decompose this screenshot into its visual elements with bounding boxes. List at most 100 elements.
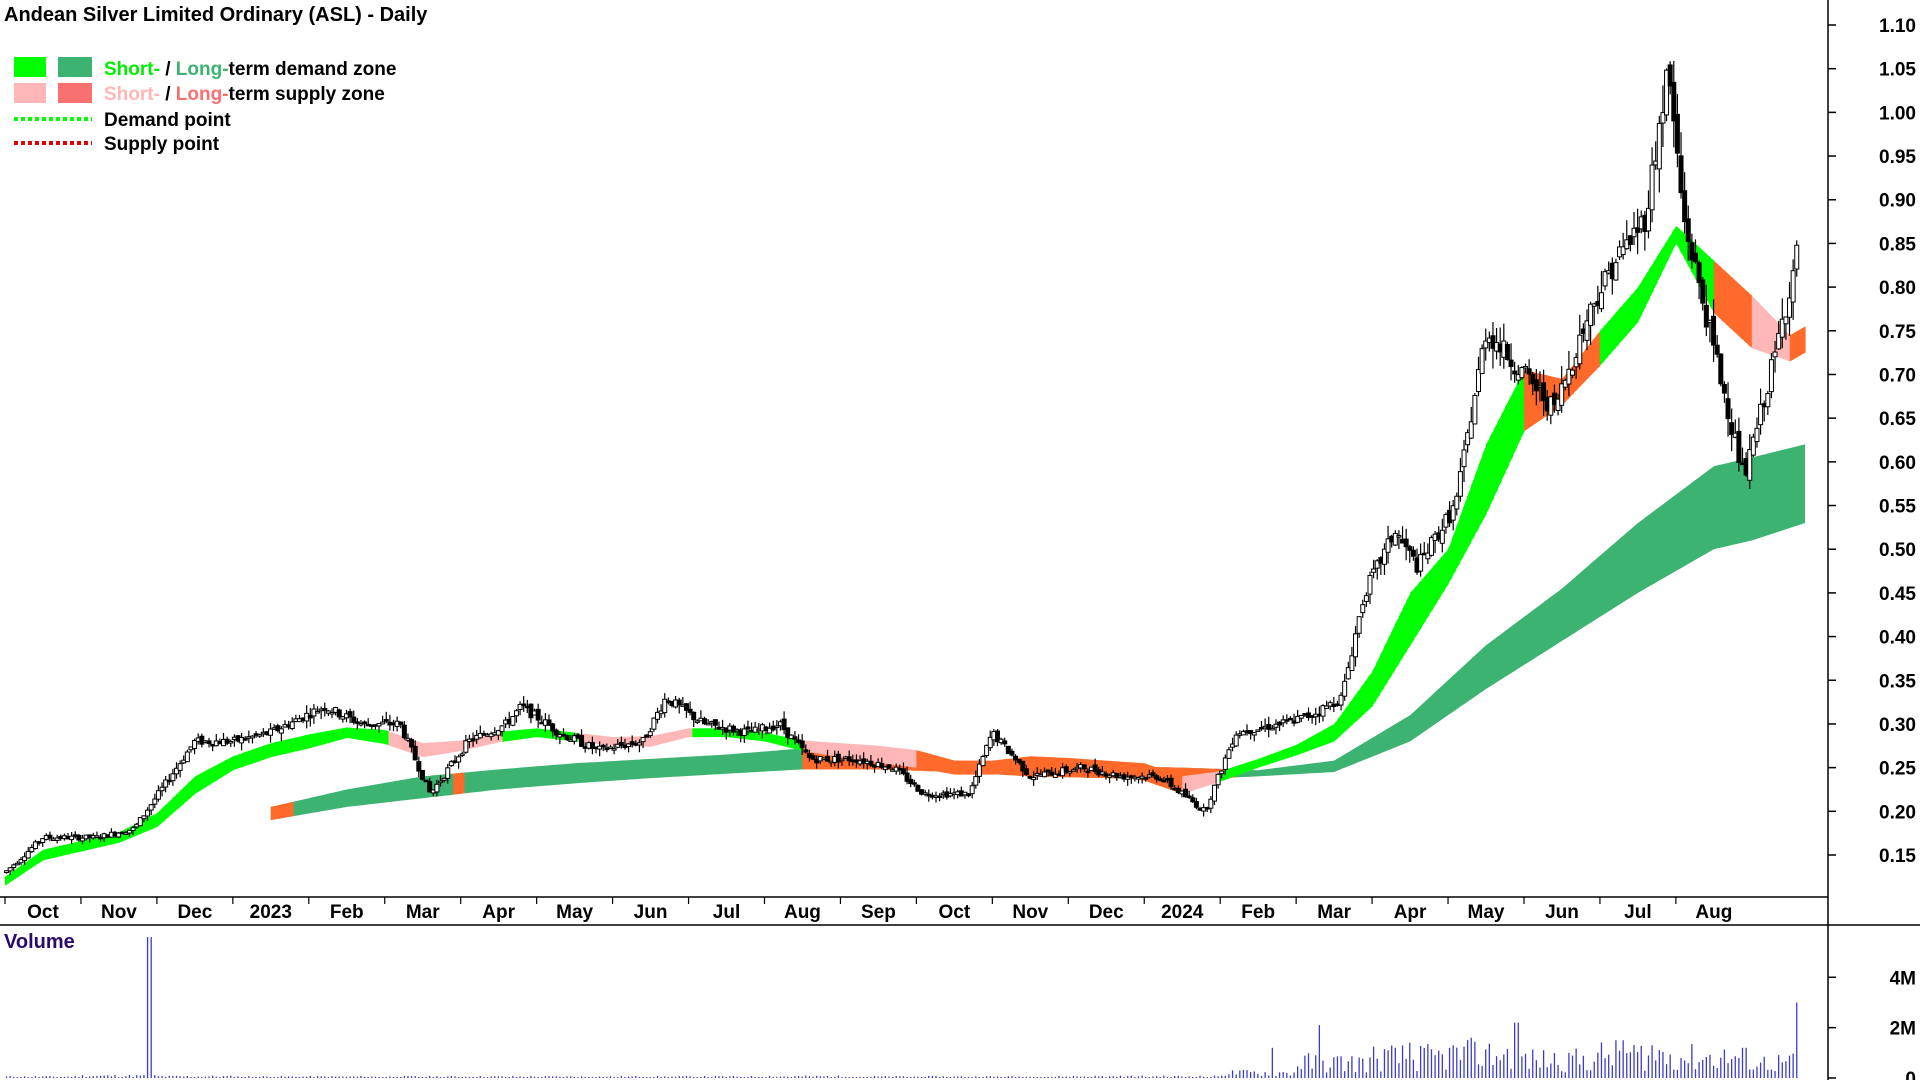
price-bar-body (1349, 655, 1355, 672)
x-tick-label: Jul (713, 902, 740, 923)
short-term-zone-segment (1793, 330, 1798, 360)
price-bar-body (1023, 768, 1029, 775)
price-bar-body (1020, 760, 1026, 772)
price-bar-body (980, 756, 986, 767)
short-term-zone-segment (536, 728, 541, 738)
volume-bars (5, 937, 1798, 1078)
price-bar-body (705, 722, 711, 726)
short-term-zone-segment (749, 730, 754, 741)
short-term-zone-segment (92, 837, 97, 849)
price-bar-body (629, 741, 635, 745)
legend-supply-point: Supply point (104, 134, 220, 155)
price-bar-body (69, 835, 75, 841)
short-term-zone-segment (677, 729, 682, 740)
x-tick-label: Aug (784, 902, 821, 923)
short-term-zone-segment (984, 760, 990, 775)
price-bar-body (1794, 244, 1800, 270)
price-bar-body (25, 850, 31, 859)
short-term-zone-segment (897, 748, 902, 766)
price-bar-body (1269, 727, 1275, 731)
short-term-zone-segment (282, 739, 287, 755)
price-bar-body (911, 782, 917, 785)
short-term-zone-segment (1516, 377, 1521, 448)
short-term-zone-segment (1193, 774, 1198, 791)
price-bar-body (824, 756, 830, 762)
price-bar-body (1284, 719, 1290, 722)
price-bar-body (1598, 292, 1604, 310)
price-bar-body (1472, 394, 1478, 425)
y-tick-label: 0.40 (1879, 628, 1916, 649)
price-bar-body (553, 729, 559, 736)
price-bar-body (1183, 788, 1189, 798)
price-bar-body (1765, 393, 1771, 408)
price-bar-body (607, 746, 613, 750)
price-bar-body (1208, 798, 1214, 809)
short-term-zone-segment (1250, 760, 1255, 771)
short-term-zone-segment (1406, 592, 1411, 652)
price-bar-body (434, 783, 440, 793)
short-term-zone-segment (1626, 295, 1631, 336)
price-bar-body (456, 756, 462, 763)
short-term-zone-segment (456, 740, 462, 752)
short-term-zone-segment (882, 746, 887, 765)
x-tick-label: Feb (330, 902, 364, 923)
short-term-zone-segment (297, 736, 302, 751)
y-tick-label: 0.45 (1879, 584, 1916, 605)
short-term-zone-segment (1011, 758, 1016, 773)
price-bar-body (781, 718, 787, 731)
price-bar-body (1125, 776, 1131, 780)
legend-swatch-long-demand (58, 57, 92, 77)
y-tick-label: 0.85 (1879, 234, 1916, 255)
price-bar-body (1049, 771, 1055, 776)
price-bar-body (423, 779, 429, 783)
short-term-zone-segment (434, 742, 439, 756)
price-bar-body (984, 744, 990, 757)
short-term-zone-segment (1284, 747, 1290, 760)
price-bar-body (47, 834, 53, 839)
price-bar-body (1588, 303, 1594, 327)
short-term-zone-segment (1474, 465, 1479, 536)
price-bar-body (1222, 757, 1228, 770)
short-term-zone-segment (601, 735, 606, 745)
price-bar-body (1682, 190, 1688, 223)
x-tick-label: Dec (1089, 902, 1124, 923)
short-term-zone-segment (46, 848, 52, 860)
short-term-zone-segment (16, 866, 21, 878)
price-bar-body (1211, 784, 1217, 802)
price-bar-body (1381, 548, 1387, 565)
short-term-zone-segment (1398, 608, 1404, 664)
price-bar-body (636, 742, 642, 746)
short-term-zone-segment (1603, 322, 1609, 362)
price-bar-body (1175, 787, 1181, 793)
price-bar-body (1649, 164, 1655, 211)
short-term-zone-segment (699, 728, 705, 738)
short-term-zone-segment (418, 741, 424, 758)
price-bar-body (1718, 353, 1724, 385)
short-term-zone-segment (529, 728, 534, 739)
price-bar-body (879, 763, 885, 768)
short-term-zone-segment (658, 733, 663, 745)
short-term-zone-segment (1106, 760, 1111, 776)
short-term-zone-segment (502, 731, 507, 742)
price-bar-body (1233, 734, 1239, 747)
y-tick-label: 0.25 (1879, 759, 1916, 780)
short-term-zone-segment (1630, 291, 1635, 331)
price-bar-body (1548, 396, 1554, 416)
volume-tick-label: 2M (1890, 1019, 1916, 1040)
price-bar-body (937, 795, 943, 798)
price-bar-body (416, 761, 422, 772)
short-term-zone-segment (1501, 407, 1506, 482)
short-term-zone-segment (1030, 756, 1035, 771)
price-bar-body (376, 722, 382, 727)
price-bar-body (835, 753, 841, 763)
short-term-zone-segment (1311, 734, 1316, 750)
short-term-zone-segment (988, 760, 993, 775)
short-term-zone-segment (525, 729, 530, 739)
price-bar-body (242, 738, 248, 741)
short-term-zone-segment (1148, 764, 1153, 784)
volume-title: Volume (4, 931, 75, 953)
price-bar-body (7, 867, 13, 872)
x-tick-label: Jul (1624, 902, 1651, 923)
short-term-zone-segment (1759, 303, 1764, 353)
price-bar-body (1215, 773, 1221, 786)
